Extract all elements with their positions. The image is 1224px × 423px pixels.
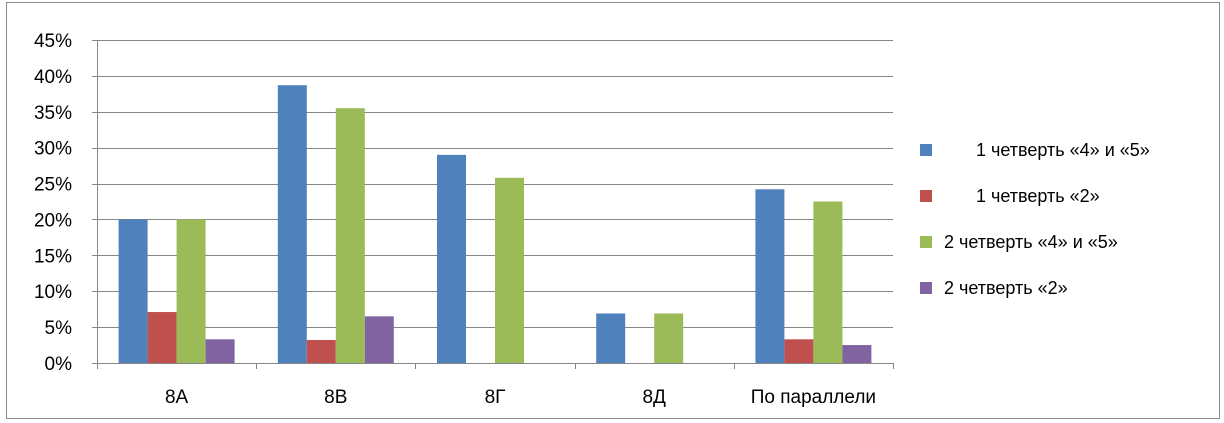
y-tick-label: 40% bbox=[34, 67, 72, 88]
bar bbox=[335, 108, 365, 363]
bar bbox=[277, 85, 307, 363]
bar bbox=[842, 345, 872, 363]
legend-label: 1 четверть «2» bbox=[976, 186, 1100, 206]
x-tick-labels: 8А 8В 8Г 8Д По параллели bbox=[165, 387, 876, 408]
y-tick-label: 30% bbox=[34, 139, 72, 160]
bar bbox=[755, 189, 785, 363]
x-tick-label: 8А bbox=[165, 387, 189, 408]
y-tick-label: 0% bbox=[45, 354, 73, 375]
legend-swatch bbox=[920, 144, 932, 156]
bar bbox=[306, 340, 336, 363]
legend: 1 четверть «4» и «5» 1 четверть «2» 2 четв… bbox=[920, 140, 1150, 298]
y-tick-labels: 0% 5% 10% 15% 20% 25% 30% 35% 40% 45% bbox=[34, 31, 72, 375]
legend-label: 2 четверть «4» и «5» bbox=[944, 232, 1118, 252]
x-tick-label: По параллели bbox=[751, 387, 876, 408]
y-tick-label: 45% bbox=[34, 31, 72, 52]
y-tick-label: 5% bbox=[45, 318, 73, 339]
legend-swatch bbox=[920, 282, 932, 294]
legend-swatch bbox=[920, 190, 932, 202]
bar bbox=[813, 201, 843, 363]
x-tick-label: 8Г bbox=[485, 387, 506, 408]
bar bbox=[176, 219, 206, 363]
legend-label: 1 четверть «4» и «5» bbox=[976, 140, 1150, 160]
y-tick-label: 25% bbox=[34, 175, 72, 196]
y-tick-label: 35% bbox=[34, 103, 72, 124]
bar bbox=[654, 313, 684, 363]
bar bbox=[364, 316, 394, 363]
bar bbox=[147, 312, 177, 363]
y-tick-label: 15% bbox=[34, 246, 72, 267]
bar bbox=[596, 313, 626, 363]
bar bbox=[784, 339, 814, 363]
bar bbox=[118, 219, 148, 363]
x-tick-label: 8Д bbox=[642, 387, 666, 408]
legend-swatch bbox=[920, 236, 932, 248]
bar bbox=[437, 154, 466, 363]
bars bbox=[118, 85, 872, 363]
bar bbox=[205, 339, 235, 363]
legend-label: 2 четверть «2» bbox=[944, 278, 1068, 298]
x-tick-label: 8В bbox=[324, 387, 347, 408]
bar bbox=[495, 177, 524, 363]
y-tick-label: 10% bbox=[34, 282, 72, 303]
axes bbox=[92, 40, 894, 369]
y-tick-label: 20% bbox=[34, 210, 72, 231]
